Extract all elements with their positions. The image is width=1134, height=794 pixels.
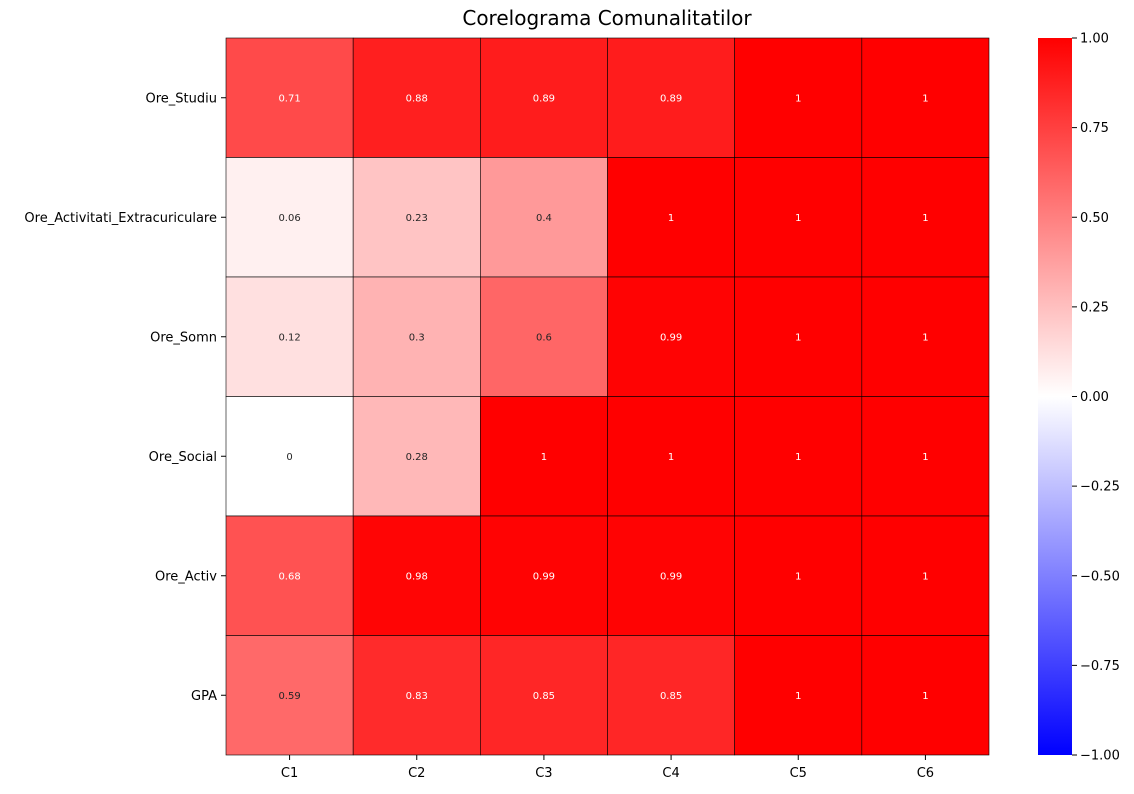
cell-value-label: 0.85 [660,691,682,702]
cell-value-label: 0.99 [660,332,682,343]
column-label: C3 [535,766,552,781]
cell-value-label: 1 [922,691,928,702]
column-label: C4 [662,766,679,781]
cell-value-label: 0 [286,452,292,463]
cell-value-label: 0.89 [660,93,682,104]
heatmap-cell [607,515,735,636]
cell-value-label: 1 [668,213,674,224]
column-label: C5 [790,766,807,781]
cell-value-label: 1 [922,571,928,582]
heatmap-cell [861,276,990,397]
cell-value-label: 1 [922,452,928,463]
heatmap-cell [352,276,481,397]
heatmap-cell [352,515,481,636]
heatmap-cells: 0.71 0.88 0.89 0.89 1 1 0.06 0.23 0.4 1 1 1 0.12 0.3 0… [225,37,990,756]
heatmap-cell [480,396,608,517]
colorbar-tick-label: −1.00 [1080,749,1120,764]
cell-value-label: 0.88 [406,93,428,104]
heatmap-cell [861,37,990,158]
heatmap-cell [352,396,481,517]
heatmap-cell [607,396,735,517]
heatmap-cell [607,37,735,158]
heatmap-cell [734,635,863,756]
colorbar-tick-label: 0.50 [1080,211,1109,226]
cell-value-label: 1 [795,691,801,702]
colorbar-tick-label: 0.75 [1080,121,1109,136]
column-label: C2 [408,766,425,781]
cell-value-label: 0.3 [409,332,425,343]
heatmap-cell [861,157,990,278]
column-label: C1 [281,766,298,781]
heatmap-cell [734,515,863,636]
cell-value-label: 1 [795,571,801,582]
heatmap-cell [352,37,481,158]
cell-value-label: 1 [922,213,928,224]
cell-value-label: 1 [795,452,801,463]
cell-value-label: 1 [668,452,674,463]
colorbar-tick-label: 1.00 [1080,32,1109,47]
cell-value-label: 0.68 [278,571,300,582]
heatmap-cell [225,37,354,158]
cell-value-label: 0.4 [536,213,552,224]
row-label: Ore_Social [149,450,217,465]
heatmap-cell [352,157,481,278]
heatmap-cell [607,635,735,756]
heatmap-cell [734,396,863,517]
cell-value-label: 0.12 [278,332,300,343]
heatmap-cell [225,515,354,636]
heatmap-cell [225,157,354,278]
cell-value-label: 0.71 [278,93,300,104]
colorbar-tick-label: −0.75 [1080,659,1120,674]
cell-value-label: 1 [922,93,928,104]
heatmap-cell [607,276,735,397]
cell-value-label: 0.98 [406,571,428,582]
row-label: Ore_Activitati_Extracuriculare [24,211,217,226]
colorbar-tick-label: 0.25 [1080,300,1109,315]
heatmap-cell [861,396,990,517]
cell-value-label: 0.23 [406,213,428,224]
heatmap-cell [607,157,735,278]
colorbar-tick-label: −0.25 [1080,480,1120,495]
column-labels: C1 C2 C3 C4 C5 C6 [281,755,934,781]
cell-value-label: 0.99 [660,571,682,582]
cell-value-label: 0.83 [406,691,428,702]
cell-value-label: 0.06 [278,213,300,224]
cell-value-label: 0.85 [533,691,555,702]
heatmap-cell [734,37,863,158]
cell-value-label: 1 [795,93,801,104]
chart-title: Corelograma Comunalitatilor [462,6,752,30]
cell-value-label: 0.59 [278,691,300,702]
colorbar-tick-label: 0.00 [1080,390,1109,405]
heatmap-cell [734,276,863,397]
cell-value-label: 1 [795,213,801,224]
row-labels: Ore_Studiu Ore_Activitati_Extracuriculare… [24,91,226,704]
row-label: Ore_Activ [155,569,217,584]
cell-value-label: 1 [795,332,801,343]
row-label: Ore_Somn [150,330,217,345]
cell-value-label: 0.99 [533,571,555,582]
heatmap-cell [225,396,354,517]
cell-value-label: 0.89 [533,93,555,104]
heatmap-cell [225,276,354,397]
heatmap-cell [861,515,990,636]
row-label: Ore_Studiu [146,91,217,106]
heatmap-cell [480,276,608,397]
cell-value-label: 1 [922,332,928,343]
column-label: C6 [917,766,934,781]
heatmap-cell [480,37,608,158]
heatmap-cell [480,515,608,636]
heatmap-cell [225,635,354,756]
cell-value-label: 0.28 [406,452,428,463]
heatmap-cell [861,635,990,756]
colorbar: 1.00 0.75 0.50 0.25 0.00 −0.25 −0.50 −0.75 −1.00 [1038,32,1120,764]
cell-value-label: 0.6 [536,332,552,343]
cell-value-label: 1 [541,452,547,463]
colorbar-tick-label: −0.50 [1080,569,1120,584]
colorbar-gradient [1038,38,1072,755]
row-label: GPA [191,689,217,704]
